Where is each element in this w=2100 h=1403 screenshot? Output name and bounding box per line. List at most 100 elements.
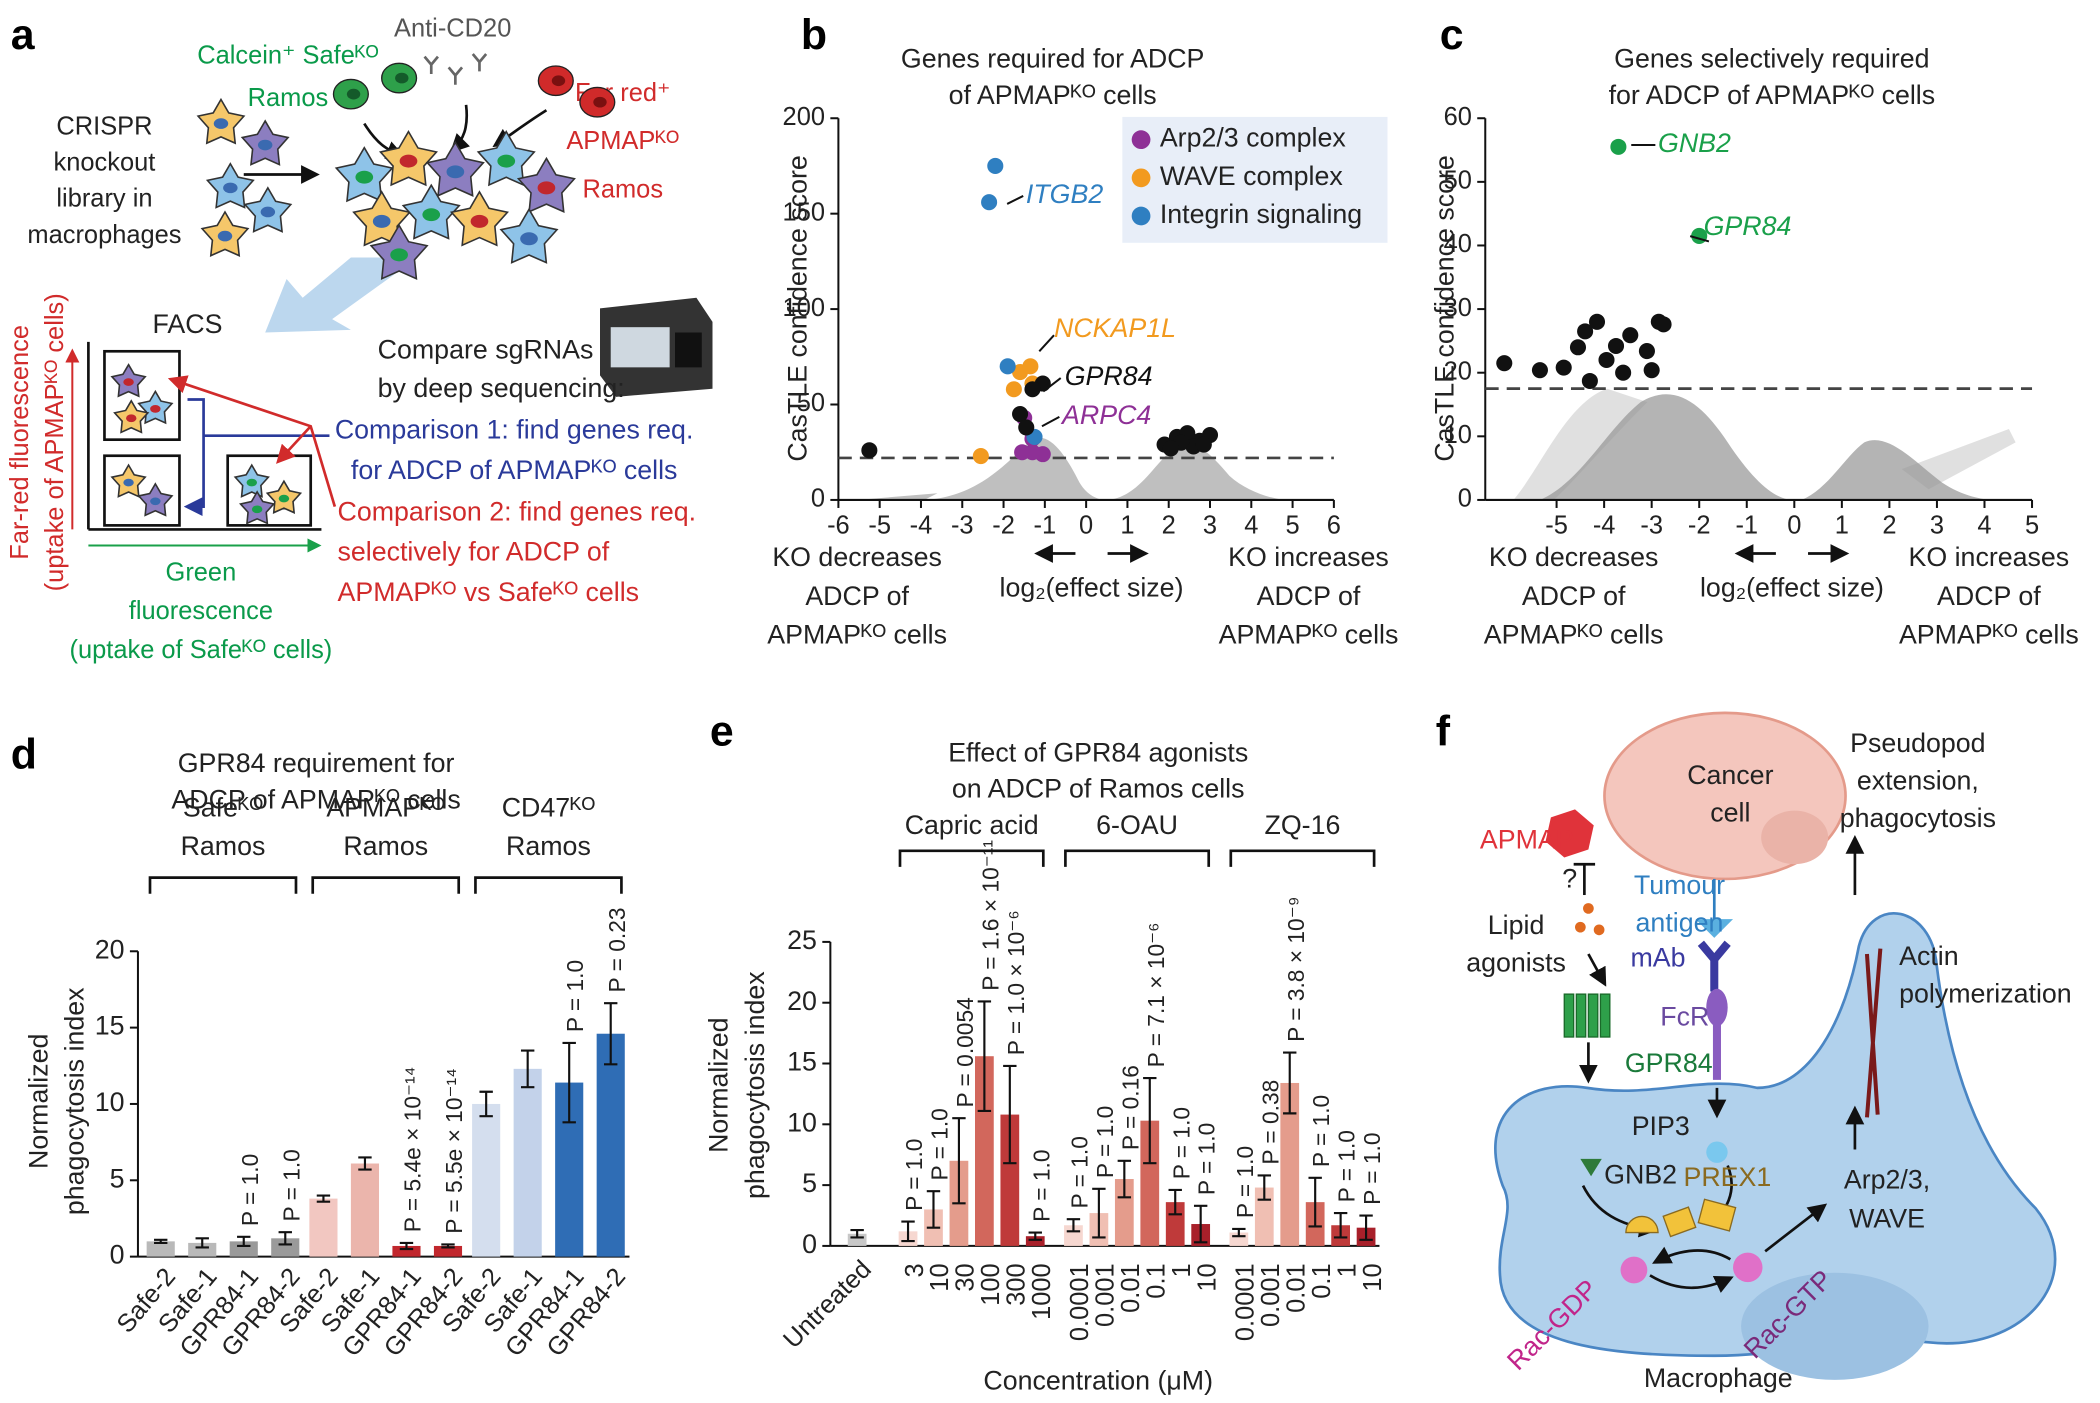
- rac-gtp: [1733, 1252, 1763, 1283]
- y-axis-label: phagocytosis index: [59, 987, 89, 1215]
- data-point: [1022, 358, 1039, 375]
- antibody: [1697, 940, 1731, 992]
- label: Far-red fluorescence: [6, 325, 34, 560]
- error-bar: [1117, 1159, 1132, 1199]
- error-bar: [1232, 1227, 1246, 1238]
- group-bracket: [898, 849, 1045, 867]
- label: GPR84: [1625, 1048, 1713, 1078]
- panel-label: a: [11, 11, 36, 59]
- label: polymerization: [1899, 979, 2072, 1009]
- y-tick-label: 15: [95, 1011, 125, 1041]
- label: extension,: [1857, 766, 1979, 796]
- p-value: P = 1.0: [1066, 1136, 1092, 1208]
- cell-nucleus: [150, 497, 161, 506]
- x-tick-label: Untreated: [778, 1255, 877, 1354]
- rac-gdp: [1620, 1256, 1648, 1284]
- group-bracket: [148, 876, 298, 894]
- panel-label: c: [1440, 11, 1464, 59]
- cell-nucleus: [446, 165, 465, 179]
- cell-nucleus: [257, 139, 273, 151]
- bar: [1000, 1114, 1020, 1246]
- data-point: [981, 194, 998, 211]
- gpr84-receptor: [1563, 993, 1611, 1038]
- facs-arrow: [265, 257, 418, 333]
- x-axis-label: log₂(effect size): [1000, 573, 1184, 603]
- tumour-antigen: [1695, 919, 1734, 938]
- panel-label: e: [710, 708, 734, 756]
- y-tick-label: 10: [95, 1087, 125, 1117]
- x-tick-label: 5: [1286, 511, 1300, 539]
- label: Actin: [1899, 941, 1959, 971]
- label: (uptake of APMAPᴷᴼ cells): [41, 293, 69, 591]
- y-tick-label: 200: [783, 103, 825, 131]
- p-value: P = 1.0: [1232, 1146, 1258, 1218]
- error-bar: [850, 1229, 864, 1239]
- y-axis-label: CasTLE confidence score: [1430, 155, 1460, 461]
- group-bracket: [1229, 849, 1376, 867]
- cell-nucleus: [126, 414, 137, 423]
- x-tick-label: -1: [1735, 511, 1758, 539]
- label: Macrophage: [1644, 1363, 1793, 1393]
- side-label: APMAPᴷᴼ cells: [1899, 620, 2079, 650]
- x-tick-label: 10: [926, 1263, 954, 1291]
- leader-line: [1689, 235, 1710, 243]
- data-point: [1555, 359, 1572, 376]
- lipid: [1583, 903, 1594, 914]
- label: Calcein⁺ Safeᴷᴼ: [197, 41, 378, 69]
- cell-nucleus: [150, 405, 161, 413]
- x-tick-label: 4: [1977, 511, 1991, 539]
- error-bar: [1283, 1051, 1297, 1115]
- x-tick-label: 0.01: [1117, 1263, 1145, 1313]
- cell-nucleus: [551, 75, 566, 87]
- x-tick-label: -2: [992, 511, 1015, 539]
- background-genes: [1540, 394, 1996, 500]
- x-tick-label: -3: [951, 511, 974, 539]
- legend-box: [1122, 116, 1388, 243]
- legend-marker: [1131, 130, 1151, 150]
- error-bar: [479, 1090, 493, 1118]
- chart-title: Effect of GPR84 agonists: [948, 737, 1248, 767]
- data-point: [1024, 381, 1041, 398]
- x-tick-label: 10: [1359, 1263, 1387, 1291]
- error-bar: [1028, 1231, 1042, 1241]
- cell-nucleus: [355, 170, 374, 184]
- label: WAVE: [1849, 1204, 1925, 1234]
- data-point: [1012, 406, 1029, 423]
- data-point: [1496, 355, 1513, 372]
- apmap-protein: [1545, 809, 1594, 858]
- antibody-icon: [447, 66, 464, 85]
- error-bar: [154, 1238, 168, 1244]
- arrow: [1764, 1203, 1828, 1253]
- label: PIP3: [1632, 1111, 1690, 1141]
- data-point: [1018, 419, 1035, 436]
- x-tick-label: -1: [1034, 511, 1057, 539]
- x-tick-label: 0.001: [1257, 1263, 1285, 1327]
- chart-title: Genes required for ADCP: [901, 44, 1205, 74]
- p-value: P = 0.23: [604, 908, 630, 993]
- x-tick-label: 10: [1193, 1263, 1221, 1291]
- chart-title: ADCP of APMAPᴷᴼ cells: [171, 784, 460, 814]
- data-point: [1577, 323, 1594, 340]
- y-tick-label: 40: [1444, 230, 1472, 258]
- label: Compare sgRNAs: [378, 334, 594, 364]
- x-tick-label: 6: [1327, 511, 1341, 539]
- gene-label: ITGB2: [1026, 179, 1103, 209]
- x-tick-label: 4: [1244, 511, 1258, 539]
- bar: [229, 1241, 258, 1257]
- data-point: [1531, 362, 1548, 379]
- label: agonists: [1466, 948, 1566, 978]
- y-tick-label: 5: [110, 1163, 125, 1193]
- legend-marker: [1131, 206, 1151, 226]
- x-tick-label: 0.0001: [1232, 1263, 1260, 1341]
- side-label: APMAPᴷᴼ cells: [1484, 620, 1664, 650]
- p-value: P = 1.0: [1028, 1150, 1054, 1222]
- cell-nucleus: [123, 378, 134, 386]
- gene-label: ARPC4: [1060, 400, 1151, 430]
- gene-label: NCKAP1L: [1054, 313, 1176, 343]
- y-tick-label: 100: [783, 294, 825, 322]
- p-value: P = 1.0: [278, 1149, 304, 1221]
- error-bar: [952, 1117, 966, 1205]
- bar: [433, 1245, 463, 1257]
- data-point: [1610, 138, 1627, 155]
